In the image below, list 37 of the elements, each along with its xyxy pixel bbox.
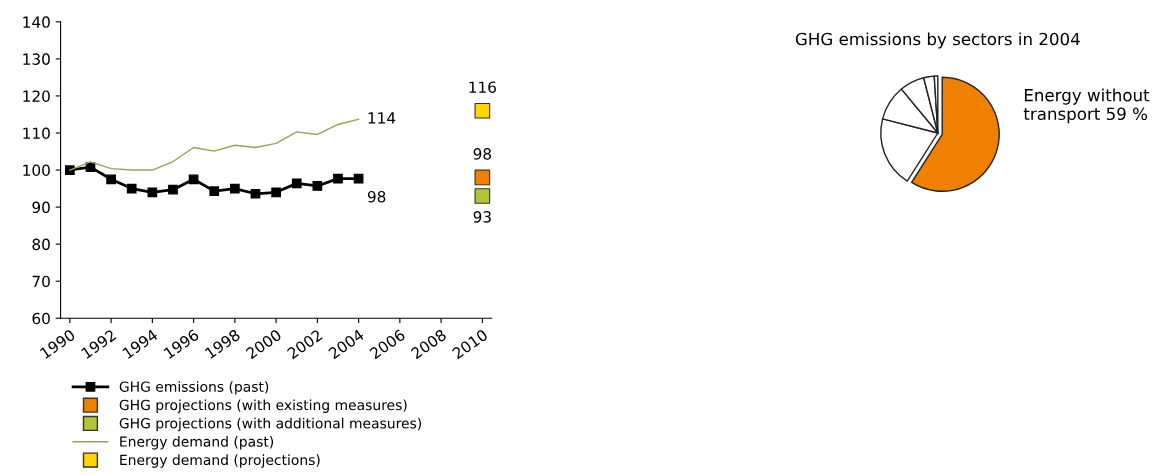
data-label: 114 <box>368 112 396 124</box>
point <box>312 181 323 191</box>
data-label: 93 <box>473 211 491 223</box>
point <box>474 169 491 186</box>
y-tick-label: 110 <box>23 127 50 140</box>
y-tick-label: 90 <box>32 201 50 214</box>
point <box>271 187 281 198</box>
point <box>250 188 261 199</box>
y-tick-label: 70 <box>32 275 50 288</box>
point <box>168 184 178 195</box>
chart-title: GHG emissions by sectors in 2004 <box>795 32 1080 49</box>
point <box>474 188 491 204</box>
point <box>333 173 343 184</box>
point <box>126 183 137 194</box>
y-tick-label: 80 <box>32 238 50 251</box>
pie-slice <box>910 76 1000 192</box>
point <box>474 102 491 119</box>
point <box>229 183 240 194</box>
y-tick-label: 60 <box>32 312 50 325</box>
y-tick-label: 130 <box>23 53 50 65</box>
legend-label: Energy demand (past) <box>120 436 274 450</box>
data-label: 98 <box>473 148 492 160</box>
legend-label: GHG projections (with additional measures) <box>119 417 422 432</box>
point <box>291 178 302 189</box>
slice-label: Energy without transport 59 % <box>1023 88 1150 124</box>
point <box>188 174 199 185</box>
point <box>106 174 116 185</box>
legend-label: GHG projections (with existing measures) <box>119 399 407 413</box>
y-tick-label: 100 <box>23 164 50 177</box>
legend-label: Energy demand (projections) <box>120 454 320 468</box>
y-tick-label: 140 <box>23 16 50 28</box>
legend-label: GHG emissions (past) <box>119 381 269 395</box>
data-label: 98 <box>367 190 386 203</box>
point <box>147 187 158 198</box>
point <box>209 186 220 197</box>
y-tick-label: 120 <box>23 90 50 102</box>
data-label: 116 <box>469 81 496 93</box>
